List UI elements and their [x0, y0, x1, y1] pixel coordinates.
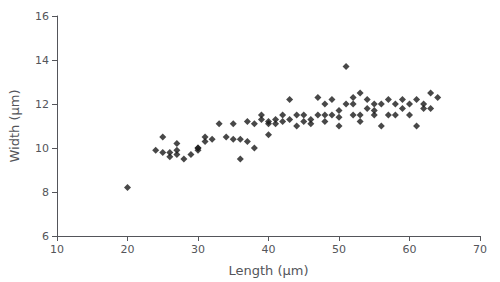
svg-text:40: 40: [262, 243, 276, 256]
svg-text:8: 8: [42, 186, 49, 199]
svg-text:10: 10: [50, 243, 64, 256]
svg-text:20: 20: [121, 243, 135, 256]
svg-text:30: 30: [191, 243, 205, 256]
svg-text:12: 12: [35, 98, 49, 111]
svg-text:10: 10: [35, 142, 49, 155]
svg-text:14: 14: [35, 54, 49, 67]
svg-text:70: 70: [473, 243, 487, 256]
svg-text:50: 50: [332, 243, 346, 256]
svg-text:Width (μm): Width (μm): [7, 90, 22, 163]
svg-text:16: 16: [35, 10, 49, 23]
svg-text:6: 6: [42, 230, 49, 243]
svg-text:Length (μm): Length (μm): [228, 263, 308, 278]
svg-text:60: 60: [403, 243, 417, 256]
